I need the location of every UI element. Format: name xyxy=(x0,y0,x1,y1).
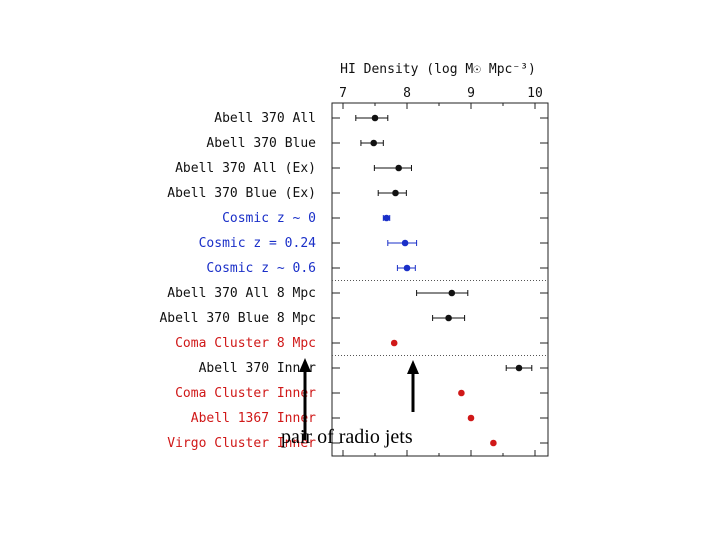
row-label: Abell 370 All (Ex) xyxy=(175,161,316,176)
row-label: Abell 370 All xyxy=(214,111,316,126)
x-tick-labels: 7 8 9 10 xyxy=(339,86,543,101)
row-label: Abell 370 Blue 8 Mpc xyxy=(159,311,316,326)
annotation-text: pair of radio jets xyxy=(281,426,413,448)
plot-frame xyxy=(331,102,549,457)
data-point xyxy=(403,264,411,272)
data-point xyxy=(467,414,475,422)
data-point xyxy=(383,214,390,222)
arrow-left-head xyxy=(299,358,311,372)
row-label: Abell 370 Inner xyxy=(199,361,317,376)
row-label: Cosmic z ~ 0 xyxy=(222,211,316,226)
row-label: Cosmic z = 0.24 xyxy=(199,236,317,251)
data-point xyxy=(390,339,398,347)
data-points xyxy=(355,114,533,447)
row-label: Coma Cluster 8 Mpc xyxy=(175,336,316,351)
x-tick-label: 8 xyxy=(403,86,411,101)
data-point xyxy=(445,314,452,322)
data-point xyxy=(370,139,378,147)
x-tick-label: 10 xyxy=(527,86,543,101)
separators xyxy=(332,280,548,356)
data-point xyxy=(401,239,409,247)
chart-title: HI Density (log M☉ Mpc⁻³) xyxy=(340,62,536,77)
data-point xyxy=(490,439,497,447)
row-label: Abell 370 Blue (Ex) xyxy=(167,186,316,201)
row-label: Virgo Cluster Inner xyxy=(167,436,316,451)
row-label: Cosmic z ~ 0.6 xyxy=(206,261,316,276)
data-point xyxy=(371,114,379,122)
data-point xyxy=(395,164,402,172)
x-tick-label: 9 xyxy=(467,86,475,101)
row-label: Abell 370 Blue xyxy=(206,136,316,151)
arrow-right-head xyxy=(407,360,419,374)
axis-ticks xyxy=(332,103,548,456)
data-point xyxy=(515,364,523,372)
row-label: Abell 1367 Inner xyxy=(191,411,316,426)
data-point xyxy=(458,389,465,397)
x-tick-label: 7 xyxy=(339,86,347,101)
row-label: Coma Cluster Inner xyxy=(175,386,316,401)
row-label: Abell 370 All 8 Mpc xyxy=(167,286,316,301)
annotation: pair of radio jets xyxy=(281,358,419,448)
row-labels: Abell 370 All Abell 370 Blue Abell 370 All… xyxy=(159,111,316,451)
data-point xyxy=(448,289,456,297)
data-point xyxy=(392,189,399,197)
